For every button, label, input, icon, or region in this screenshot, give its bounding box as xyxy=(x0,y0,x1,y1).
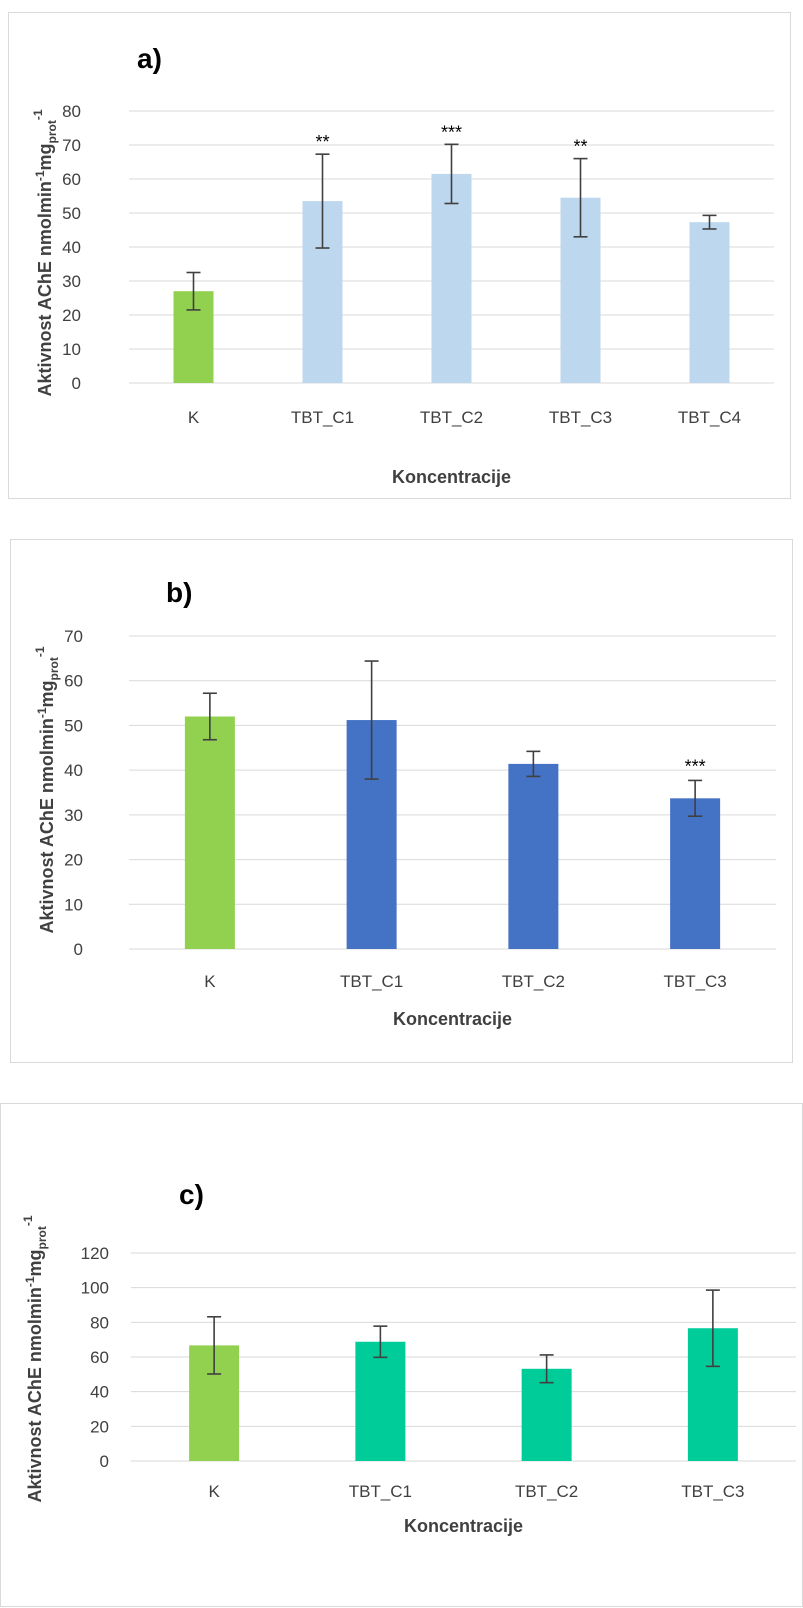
chart-c-bar-TBT_C1 xyxy=(355,1341,406,1461)
chart-b-y-tick-label: 40 xyxy=(64,761,83,780)
chart-a-panel-label: a) xyxy=(137,43,162,74)
chart-b-y-tick-label: 60 xyxy=(64,672,83,691)
chart-b-y-tick-label: 0 xyxy=(74,940,83,959)
chart-a-svg: a) 0 10 20 30 40 50 60 70 80 K ** TBT_C1 *** TBT_C2 ** T… xyxy=(31,43,774,487)
chart-b-y-tick-label: 20 xyxy=(64,851,83,870)
chart-a-significance-TBT_C2: *** xyxy=(441,122,462,142)
chart-c-y-tick-label: 20 xyxy=(90,1417,109,1436)
chart-a-y-tick-label: 40 xyxy=(62,238,81,257)
chart-panel-c: c) 0 20 40 60 80 100 120 K TBT_C1 TBT_C2 TBT_C3 Konc… xyxy=(0,1103,803,1607)
chart-b-x-axis-title: Koncentracije xyxy=(393,1009,512,1029)
chart-c-svg: c) 0 20 40 60 80 100 120 K TBT_C1 TBT_C2 TBT_C3 Konc… xyxy=(21,1179,796,1536)
chart-b-category-label-TBT_C3: TBT_C3 xyxy=(663,972,726,991)
chart-b-y-axis-title: Aktivnost AChE nmolmin-1mgprot-1 xyxy=(33,646,61,933)
chart-a-significance-TBT_C3: ** xyxy=(573,137,587,157)
chart-c-bar-TBT_C2 xyxy=(521,1368,572,1461)
chart-a-y-tick-label: 20 xyxy=(62,306,81,325)
chart-c-panel-label: c) xyxy=(179,1179,204,1210)
chart-c-category-label-K: K xyxy=(208,1482,220,1501)
chart-b-category-label-K: K xyxy=(204,972,216,991)
chart-a-category-label-TBT_C1: TBT_C1 xyxy=(291,408,354,427)
chart-c-category-label-TBT_C2: TBT_C2 xyxy=(515,1482,578,1501)
chart-c-y-tick-label: 40 xyxy=(90,1383,109,1402)
chart-c-y-tick-label: 120 xyxy=(81,1244,109,1263)
chart-b-bar-TBT_C2 xyxy=(508,763,559,949)
chart-a-category-label-TBT_C2: TBT_C2 xyxy=(420,408,483,427)
chart-b-category-label-TBT_C1: TBT_C1 xyxy=(340,972,403,991)
chart-c-category-label-TBT_C3: TBT_C3 xyxy=(681,1482,744,1501)
chart-a-y-tick-label: 70 xyxy=(62,136,81,155)
chart-c-y-tick-label: 80 xyxy=(90,1313,109,1332)
chart-a-x-axis-title: Koncentracije xyxy=(392,467,511,487)
chart-c-y-tick-label: 100 xyxy=(81,1279,109,1298)
chart-a-category-label-K: K xyxy=(188,408,200,427)
chart-a-y-axis-title: Aktivnost AChE nmolmin-1mgprot-1 xyxy=(31,109,59,396)
chart-a-category-label-TBT_C3: TBT_C3 xyxy=(549,408,612,427)
chart-b-significance-TBT_C3: *** xyxy=(685,756,706,776)
chart-b-y-tick-label: 70 xyxy=(64,627,83,646)
chart-c-y-axis-title: Aktivnost AChE nmolmin-1mgprot-1 xyxy=(21,1215,49,1502)
chart-a-significance-TBT_C1: ** xyxy=(315,132,329,152)
chart-a-bar-TBT_C4 xyxy=(689,222,730,383)
chart-c-x-axis-title: Koncentracije xyxy=(404,1516,523,1536)
chart-a-y-tick-label: 10 xyxy=(62,340,81,359)
chart-b-category-label-TBT_C2: TBT_C2 xyxy=(502,972,565,991)
chart-b-bar-K xyxy=(184,716,235,949)
chart-c-y-tick-label: 0 xyxy=(100,1452,109,1471)
chart-b-y-tick-label: 10 xyxy=(64,895,83,914)
chart-b-y-tick-label: 30 xyxy=(64,806,83,825)
chart-a-bar-TBT_C2 xyxy=(431,173,472,383)
chart-panel-b: b) 0 10 20 30 40 50 60 70 K TBT_C1 TBT_C2 *** TBT_C3 K… xyxy=(10,539,793,1063)
chart-b-svg: b) 0 10 20 30 40 50 60 70 K TBT_C1 TBT_C2 *** TBT_C3 K… xyxy=(33,577,776,1029)
chart-panel-a: a) 0 10 20 30 40 50 60 70 80 K ** TBT_C1 *** TBT_C2 ** T… xyxy=(8,12,791,499)
chart-a-y-tick-label: 50 xyxy=(62,204,81,223)
chart-a-y-tick-label: 60 xyxy=(62,170,81,189)
chart-b-bar-TBT_C3 xyxy=(670,798,721,949)
chart-c-category-label-TBT_C1: TBT_C1 xyxy=(349,1482,412,1501)
chart-a-y-tick-label: 80 xyxy=(62,102,81,121)
chart-a-y-tick-label: 0 xyxy=(72,374,81,393)
chart-a-category-label-TBT_C4: TBT_C4 xyxy=(678,408,741,427)
chart-b-panel-label: b) xyxy=(166,577,192,608)
chart-b-y-tick-label: 50 xyxy=(64,716,83,735)
chart-c-y-tick-label: 60 xyxy=(90,1348,109,1367)
chart-a-y-tick-label: 30 xyxy=(62,272,81,291)
